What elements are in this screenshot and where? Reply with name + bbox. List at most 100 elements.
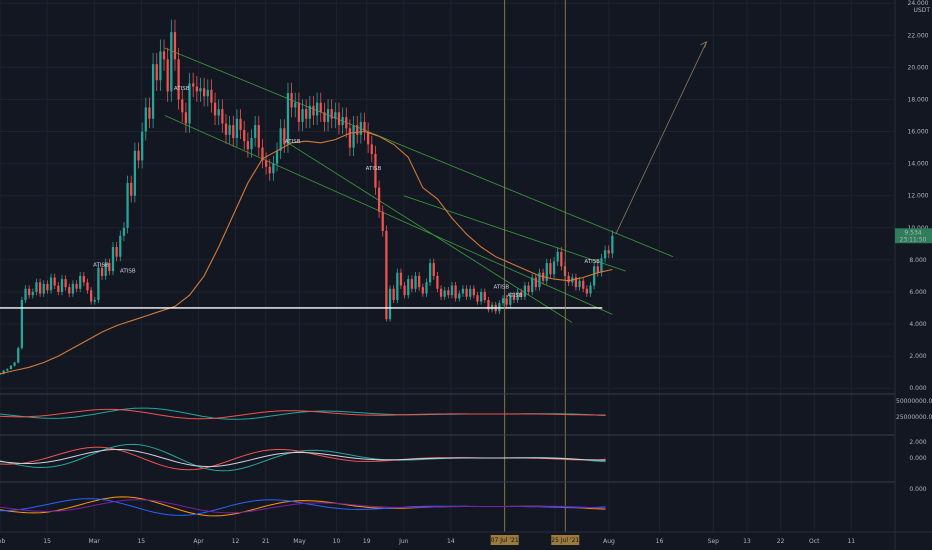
time-tick-label: Mar — [89, 538, 101, 545]
candle-body — [28, 288, 31, 296]
channel-line — [164, 115, 613, 315]
candle-body — [330, 109, 333, 119]
candle-body — [6, 368, 9, 371]
candle-body — [243, 129, 246, 142]
candle-body — [323, 112, 326, 122]
candle-body — [305, 109, 308, 119]
candle-body — [261, 147, 264, 161]
candle-body — [428, 263, 432, 283]
candle-body — [490, 304, 494, 310]
signal-label: ATISB — [174, 86, 190, 92]
candle-body — [141, 131, 144, 161]
candle-body — [421, 287, 424, 294]
candle-body — [582, 280, 585, 289]
candle-body — [213, 102, 217, 116]
candle-body — [319, 102, 322, 113]
candle-body — [297, 102, 301, 122]
time-tick-label: 22 — [777, 538, 785, 545]
candle-body — [31, 291, 34, 296]
candle-body — [119, 235, 122, 257]
candle-body — [407, 279, 410, 296]
candle-body — [603, 250, 607, 259]
channel-line — [164, 47, 674, 258]
candle-body — [356, 125, 359, 135]
candle-body — [53, 277, 56, 286]
candle-body — [210, 89, 213, 103]
time-axis[interactable]: Feb15Mar15Apr1221May1019Jun14Jul12Aug16S… — [0, 531, 932, 545]
candle-body — [552, 261, 556, 275]
candle-body — [480, 291, 483, 302]
candle-body — [159, 51, 162, 81]
candle-body — [527, 285, 530, 292]
candle-body — [184, 112, 188, 124]
candle-body — [326, 109, 330, 122]
channel-line — [403, 195, 626, 272]
candle-body — [381, 211, 384, 231]
candle-body — [472, 288, 475, 296]
time-tick-label: 16 — [656, 538, 664, 545]
price-tick-label: 2.000 — [909, 353, 926, 360]
candle-body — [334, 112, 337, 119]
candle-body — [279, 128, 282, 151]
candle-body — [560, 251, 563, 267]
candle-body — [611, 235, 614, 254]
candle-body — [403, 285, 406, 296]
candle-body — [567, 275, 570, 283]
candle-body — [181, 99, 184, 113]
candle-body — [82, 275, 85, 283]
candle-body — [308, 105, 311, 119]
candle-body — [166, 59, 169, 92]
candle-body — [68, 287, 71, 294]
candle-body — [359, 121, 362, 135]
candle-body — [501, 298, 505, 304]
price-axis[interactable]: 0.0002.0004.0006.0008.00010.00012.00014.… — [894, 0, 932, 550]
candle-body — [388, 288, 392, 320]
projection-arrow-line — [615, 41, 707, 235]
candle-body — [188, 83, 191, 124]
time-tick-label: 15 — [137, 538, 145, 545]
candle-body — [516, 291, 519, 300]
price-tick-label: 14.000 — [908, 161, 929, 168]
signal-label: ATISB — [494, 285, 510, 291]
candle-body — [596, 266, 599, 273]
candlestick-series — [0, 19, 614, 375]
candle-body — [130, 182, 133, 196]
candle-body — [162, 51, 166, 60]
candle-body — [17, 348, 20, 363]
currency-label: USDT — [914, 7, 931, 14]
candle-body — [370, 144, 373, 154]
candle-body — [133, 150, 136, 196]
candle-body — [374, 153, 377, 188]
candle-body — [399, 272, 403, 286]
price-tick-label: 20.000 — [908, 64, 929, 71]
signal-label: ATISB — [120, 269, 136, 275]
time-tick-label: Apr — [193, 538, 204, 545]
oscillator-line — [0, 408, 606, 420]
candle-body — [224, 123, 228, 135]
candle-body — [206, 89, 209, 97]
candle-body — [148, 107, 151, 119]
candle-body — [498, 303, 501, 312]
candle-body — [607, 250, 610, 254]
candle-body — [275, 150, 279, 164]
time-tick-label: 11 — [847, 538, 855, 545]
candle-body — [177, 59, 180, 100]
oscillator-panels — [0, 393, 895, 517]
candle-body — [410, 279, 414, 289]
candle-body — [367, 131, 370, 145]
moving-average-line — [0, 130, 613, 375]
candle-body — [483, 291, 486, 300]
candle-body — [545, 263, 548, 281]
candle-body — [42, 283, 45, 294]
candle-body — [436, 275, 439, 289]
candle-body — [122, 227, 126, 236]
price-tick-label: 12.000 — [908, 193, 929, 200]
candle-body — [89, 290, 93, 302]
candle-body — [144, 107, 147, 132]
candle-body — [414, 275, 417, 289]
candle-body — [35, 282, 38, 292]
projection-arrowhead — [700, 40, 708, 48]
panel-tick-label: 2.000 — [909, 439, 926, 446]
candle-body — [345, 117, 348, 129]
